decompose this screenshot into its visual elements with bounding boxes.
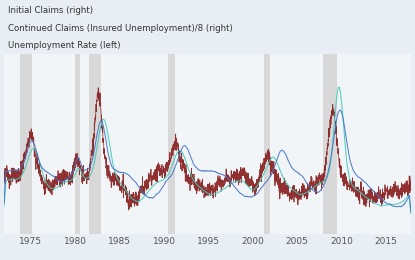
Bar	[264, 54, 270, 234]
Text: Continued Claims (Insured Unemployment)/8 (right): Continued Claims (Insured Unemployment)/…	[8, 24, 233, 32]
Bar	[20, 54, 32, 234]
Text: Unemployment Rate (left): Unemployment Rate (left)	[8, 41, 121, 50]
Bar	[88, 54, 101, 234]
Bar	[168, 54, 175, 234]
Text: Initial Claims (right): Initial Claims (right)	[8, 6, 93, 15]
Bar	[323, 54, 337, 234]
Bar	[75, 54, 81, 234]
